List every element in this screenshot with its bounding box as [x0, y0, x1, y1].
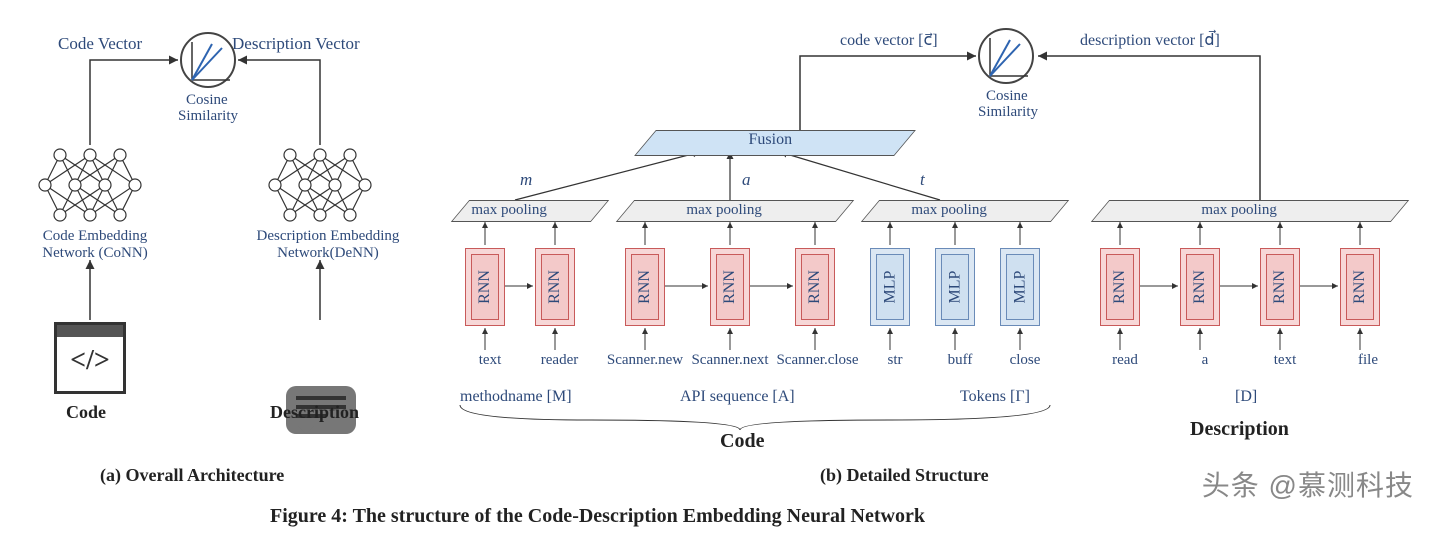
token: buff	[940, 352, 980, 369]
denn-network-icon	[260, 145, 380, 225]
token: close	[1000, 352, 1050, 369]
maxpool-m: max pooling	[451, 200, 609, 222]
right-desc-vector: description vector [d⃗]	[1080, 30, 1220, 50]
vec-a: a⃗	[742, 170, 764, 190]
conn-network-icon	[30, 145, 150, 225]
token: Scanner.next	[685, 352, 775, 369]
vec-t: t⃗	[920, 170, 938, 190]
rnn-cell: RNN	[465, 248, 505, 326]
description-label: Description	[270, 402, 359, 423]
group-m: methodname [M]	[460, 388, 572, 406]
mlp-cell: MLP	[935, 248, 975, 326]
rnn-cell: RNN	[535, 248, 575, 326]
rnn-cell: RNN	[1260, 248, 1300, 326]
mlp-cell: MLP	[1000, 248, 1040, 326]
token: a	[1195, 352, 1215, 369]
group-t: Tokens [Γ]	[960, 388, 1030, 406]
mlp-cell: MLP	[870, 248, 910, 326]
cosine-similarity-icon-b	[978, 28, 1034, 84]
maxpool-t: max pooling	[861, 200, 1069, 222]
token: Scanner.new	[600, 352, 690, 369]
token: str	[875, 352, 915, 369]
token: text	[1265, 352, 1305, 369]
description-label-b: Description	[1190, 418, 1289, 441]
token: read	[1105, 352, 1145, 369]
cosine-b-2: Similarity	[978, 104, 1038, 121]
token: file	[1348, 352, 1388, 369]
right-code-vector: code vector [c⃗]	[840, 30, 938, 50]
rnn-cell: RNN	[710, 248, 750, 326]
figure-container: Code Vector Description Vector Cosine Si…	[10, 10, 1426, 534]
denn-label: Description Embedding Network(DeNN)	[248, 228, 408, 262]
code-icon: </>	[54, 322, 126, 394]
token: text	[470, 352, 510, 369]
token: reader	[532, 352, 587, 369]
panel-b: code vector [c⃗] description vector [d⃗]…	[420, 10, 1436, 510]
rnn-cell: RNN	[625, 248, 665, 326]
vec-m: m⃗	[520, 170, 546, 190]
maxpool-a: max pooling	[616, 200, 854, 222]
rnn-cell: RNN	[1100, 248, 1140, 326]
rnn-cell: RNN	[795, 248, 835, 326]
panel-a-caption: (a) Overall Architecture	[100, 465, 284, 486]
watermark: 头条 @慕测科技	[1202, 464, 1414, 504]
conn-label: Code Embedding Network (CoNN)	[20, 228, 170, 262]
group-d: [D]	[1235, 388, 1257, 406]
fusion-label: Fusion	[649, 131, 793, 149]
code-label: Code	[66, 402, 106, 423]
cosine-b-1: Cosine	[986, 88, 1028, 105]
maxpool-d: max pooling	[1091, 200, 1409, 222]
token: Scanner.close	[770, 352, 865, 369]
code-label-b: Code	[720, 430, 764, 453]
figure-caption: Figure 4: The structure of the Code-Desc…	[270, 505, 925, 528]
panel-b-caption: (b) Detailed Structure	[820, 465, 989, 486]
rnn-cell: RNN	[1180, 248, 1220, 326]
fusion-plate: Fusion	[634, 130, 916, 156]
panel-a: Code Vector Description Vector Cosine Si…	[10, 10, 410, 510]
group-a: API sequence [A]	[680, 388, 795, 406]
rnn-cell: RNN	[1340, 248, 1380, 326]
